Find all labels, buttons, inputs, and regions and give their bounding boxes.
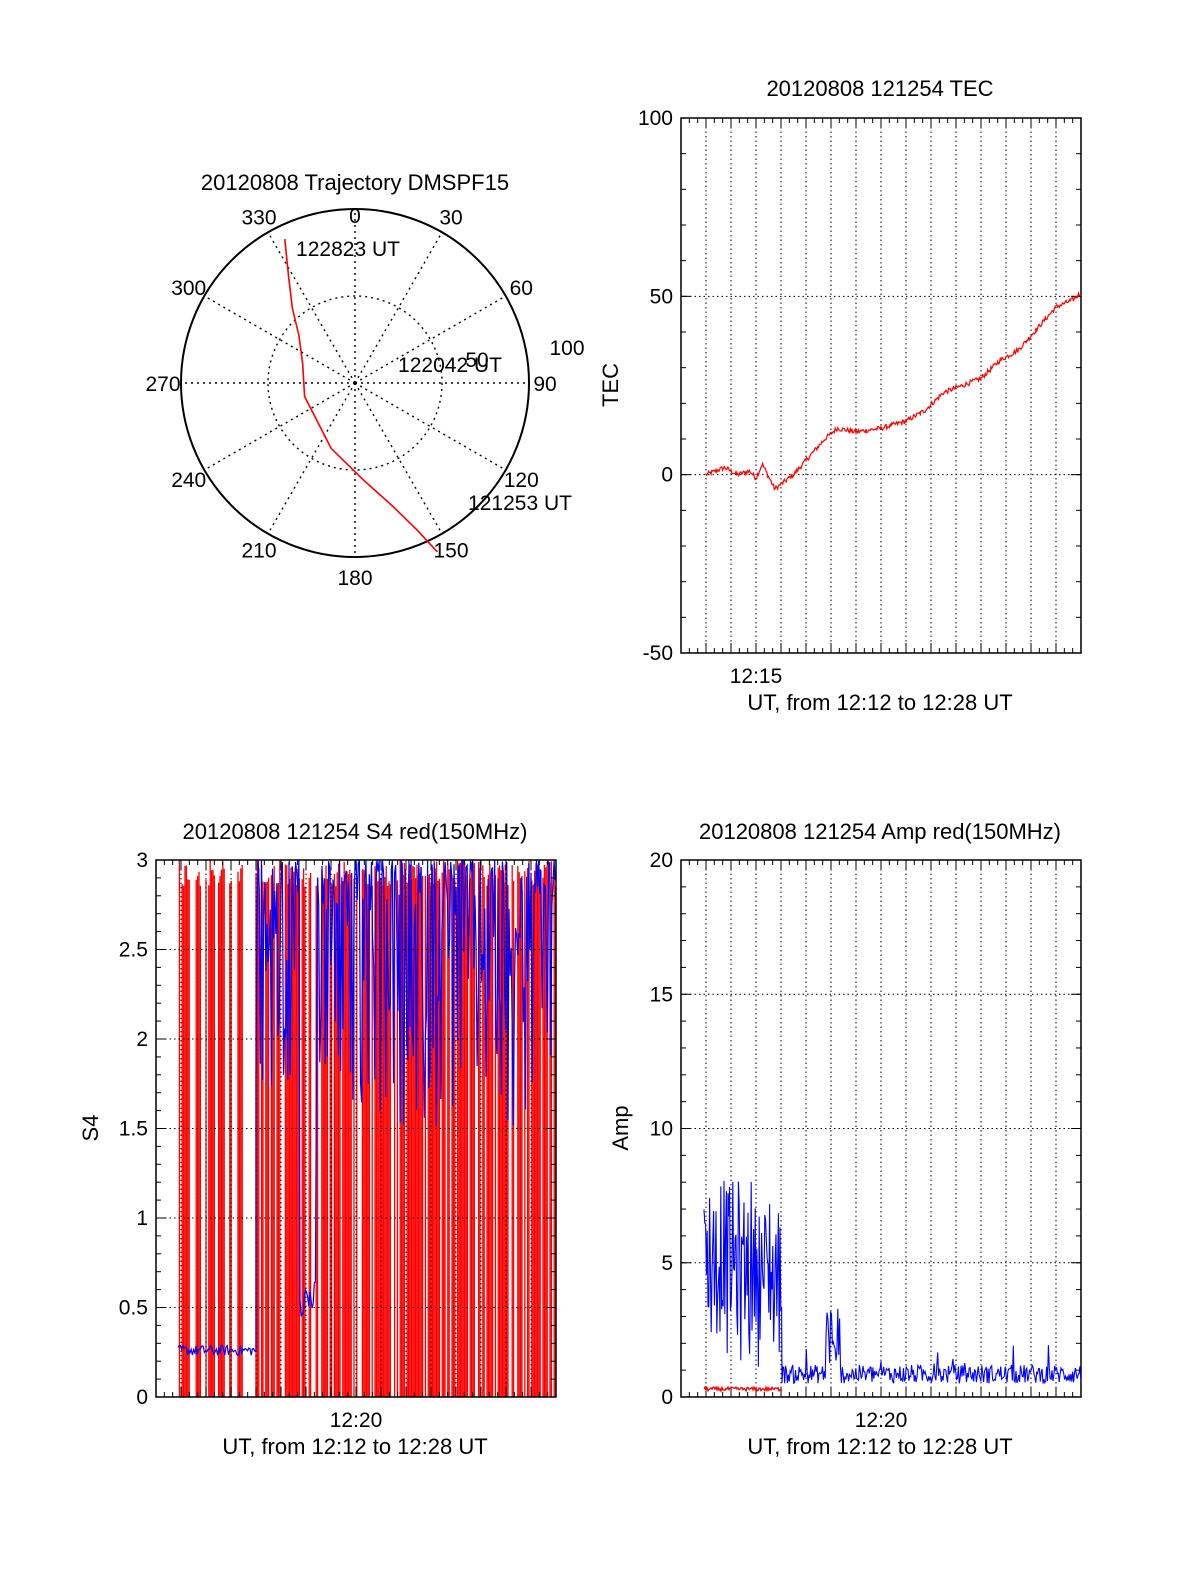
amp-x-tick-label: 12:20 [855, 1409, 908, 1432]
polar-angle-label: 180 [337, 567, 372, 590]
tec-y-tick-label: -50 [643, 642, 673, 665]
polar-angle-label: 240 [171, 469, 206, 492]
polar-time-annotation: 122823 UT [296, 238, 400, 261]
polar-trajectory-chart: 20120808 Trajectory DMSPF15 0 30 60 90 120 15… [145, 170, 584, 590]
polar-angle-label: 90 [533, 373, 556, 396]
polar-inner-ring [267, 295, 443, 471]
tec-title: 20120808 121254 TEC [766, 76, 993, 101]
amp-title: 20120808 121254 Amp red(150MHz) [699, 819, 1061, 844]
polar-radial-label: 50 [465, 349, 488, 372]
polar-trajectory-line [284, 239, 438, 553]
amp-blue-series [703, 1180, 1082, 1385]
polar-angle-label: 30 [439, 207, 462, 230]
s4-y-tick-label: 1.5 [119, 1118, 148, 1141]
polar-spoke [203, 382, 356, 471]
polar-spoke [354, 382, 507, 471]
tec-ylabel: TEC [598, 363, 623, 407]
s4-y-tick-label: 0 [136, 1386, 148, 1409]
s4-y-tick-label: 0.5 [119, 1297, 148, 1320]
polar-spoke [354, 295, 507, 384]
amp-y-tick-label: 0 [661, 1386, 673, 1409]
polar-angle-label: 330 [241, 207, 276, 230]
polar-angle-label: 210 [241, 539, 276, 562]
amp-y-tick-label: 5 [661, 1252, 673, 1275]
amp-y-tick-label: 10 [650, 1118, 673, 1141]
polar-title: 20120808 Trajectory DMSPF15 [201, 170, 509, 195]
s4-title: 20120808 121254 S4 red(150MHz) [183, 819, 528, 844]
amp-ylabel: Amp [608, 1105, 633, 1150]
amp-y-tick-label: 20 [650, 849, 673, 872]
amp-red-series [703, 1385, 783, 1394]
amp-y-tick-label: 15 [650, 983, 673, 1006]
amp-xlabel: UT, from 12:12 to 12:28 UT [747, 1434, 1012, 1459]
polar-spoke [354, 382, 443, 535]
polar-spoke [267, 231, 356, 384]
polar-spoke [203, 295, 356, 384]
tec-xlabel: UT, from 12:12 to 12:28 UT [747, 690, 1012, 715]
polar-angle-label: 0 [349, 205, 361, 228]
tec-chart: 20120808 121254 TEC UT, from 12:12 to 12… [598, 76, 1082, 715]
s4-chart: 20120808 121254 S4 red(150MHz) UT, from … [78, 819, 557, 1459]
polar-angle-label: 270 [145, 373, 180, 396]
polar-outer-ring [180, 208, 530, 558]
s4-y-tick-label: 1 [136, 1207, 148, 1230]
polar-time-annotation: 122042 UT [398, 354, 502, 377]
s4-x-tick-label: 12:20 [330, 1409, 383, 1432]
s4-blue-series [177, 859, 556, 1357]
s4-xlabel: UT, from 12:12 to 12:28 UT [222, 1434, 487, 1459]
tec-series-line [705, 291, 1082, 492]
polar-spoke [354, 231, 443, 384]
s4-y-tick-label: 2 [136, 1028, 148, 1051]
tec-x-tick-label: 12:15 [730, 665, 783, 688]
s4-y-tick-label: 3 [136, 849, 148, 872]
amp-chart: 20120808 121254 Amp red(150MHz) UT, from… [608, 819, 1082, 1459]
polar-angle-label: 120 [504, 469, 539, 492]
tec-y-tick-label: 0 [661, 464, 673, 487]
polar-spoke [267, 382, 356, 535]
polar-angle-label: 150 [433, 539, 468, 562]
tec-y-tick-label: 100 [638, 107, 673, 130]
polar-time-annotation: 121253 UT [468, 492, 572, 515]
tec-y-tick-label: 50 [650, 285, 673, 308]
polar-angle-label: 60 [510, 277, 533, 300]
polar-radial-label: 100 [549, 337, 584, 360]
s4-y-tick-label: 2.5 [119, 939, 148, 962]
polar-angle-label: 300 [171, 277, 206, 300]
s4-ylabel: S4 [78, 1115, 103, 1142]
